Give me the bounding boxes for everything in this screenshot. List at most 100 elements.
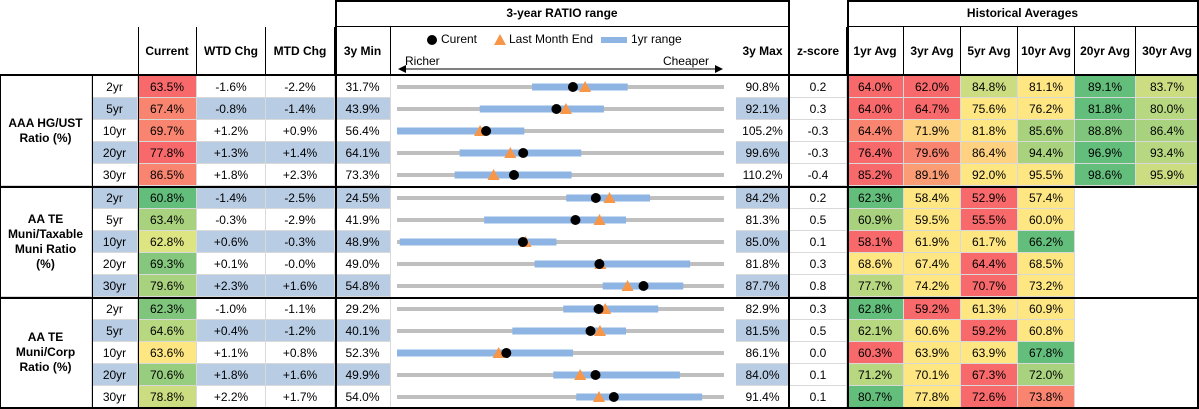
average-value: 76.4% (847, 142, 904, 164)
current-marker (585, 326, 596, 336)
average-value: 68.5% (1018, 253, 1075, 275)
min-value: 49.9% (335, 364, 391, 386)
min-value: 40.1% (335, 320, 391, 342)
max-value: 84.2% (736, 187, 790, 209)
legend-last-month-marker (494, 34, 506, 45)
z-score: 0.1 (790, 386, 847, 408)
average-value: 62.0% (904, 76, 961, 98)
min-value: 48.9% (335, 231, 391, 253)
current-value: 69.3% (138, 253, 197, 275)
average-value: 93.4% (1136, 142, 1199, 164)
column-header: WTD Chg (197, 27, 266, 75)
min-value: 41.9% (335, 209, 391, 231)
z-score: -0.4 (790, 164, 847, 186)
mtd-change: -1.4% (266, 98, 335, 120)
average-value: 64.4% (847, 120, 904, 142)
average-value: 60.3% (847, 342, 904, 364)
average-value: 76.2% (1018, 98, 1075, 120)
tenor: 20yr (92, 364, 138, 386)
border (788, 0, 790, 409)
current-marker (517, 237, 528, 247)
current-value: 86.5% (138, 164, 197, 186)
group-label: AA TE Muni/Corp Ratio (%) (0, 298, 92, 408)
tenor: 10yr (92, 120, 138, 142)
average-value: 84.8% (961, 76, 1018, 98)
last-month-marker (504, 147, 517, 158)
average-value: 67.8% (1018, 342, 1075, 364)
one-year-range (512, 327, 627, 335)
group-label: AAA HG/UST Ratio (%) (0, 76, 92, 186)
hist-title: Historical Averages (847, 0, 1199, 27)
current-value: 63.5% (138, 76, 197, 98)
column-header: 3y Min (335, 27, 391, 75)
average-value: 66.2% (1018, 231, 1075, 253)
average-value: 89.1% (1075, 76, 1136, 98)
min-value: 73.3% (335, 164, 391, 186)
average-value: 92.0% (961, 164, 1018, 186)
cheaper-label: Cheaper (663, 54, 709, 68)
wtd-change: +2.2% (197, 386, 266, 408)
current-marker (570, 215, 581, 225)
border (0, 74, 1199, 76)
column-header: 20yr Avg (1075, 27, 1136, 75)
current-marker (481, 126, 492, 136)
column-header: 10yr Avg (1018, 27, 1075, 75)
current-value: 77.8% (138, 142, 197, 164)
mtd-change: -1.2% (266, 320, 335, 342)
max-value: 87.7% (736, 275, 790, 297)
average-value: 81.8% (961, 120, 1018, 142)
min-value: 43.9% (335, 98, 391, 120)
mtd-change: -0.3% (266, 231, 335, 253)
border (0, 186, 1199, 188)
column-header: 5yr Avg (961, 27, 1018, 75)
wtd-change: +0.6% (197, 231, 266, 253)
mtd-change: +1.6% (266, 275, 335, 297)
average-value: 86.4% (1136, 120, 1199, 142)
max-value: 82.9% (736, 298, 790, 320)
current-marker (501, 348, 512, 358)
current-value: 69.7% (138, 120, 197, 142)
last-month-marker (574, 369, 587, 380)
current-value: 62.8% (138, 231, 197, 253)
current-marker (567, 82, 578, 92)
current-marker (508, 170, 519, 180)
z-score: 0.2 (790, 187, 847, 209)
last-month-marker (603, 192, 616, 203)
min-value: 29.2% (335, 298, 391, 320)
tenor: 30yr (92, 164, 138, 186)
min-value: 52.3% (335, 342, 391, 364)
current-value: 67.4% (138, 98, 197, 120)
last-month-marker (579, 81, 592, 92)
border (847, 0, 849, 409)
min-value: 24.5% (335, 187, 391, 209)
last-month-marker (592, 391, 605, 402)
max-value: 99.6% (736, 142, 790, 164)
average-value: 77.8% (904, 386, 961, 408)
current-value: 60.8% (138, 187, 197, 209)
average-value: 67.4% (904, 253, 961, 275)
one-year-range (534, 260, 691, 268)
average-value: 59.5% (904, 209, 961, 231)
average-value: 63.9% (961, 342, 1018, 364)
border (335, 26, 790, 27)
z-score: 0.8 (790, 275, 847, 297)
last-month-marker (593, 325, 606, 336)
border (1197, 0, 1199, 409)
current-value: 62.3% (138, 298, 197, 320)
mtd-change: -2.2% (266, 76, 335, 98)
average-value: 60.9% (1018, 298, 1075, 320)
average-value: 71.9% (904, 120, 961, 142)
average-value: 62.8% (847, 298, 904, 320)
last-month-marker (593, 214, 606, 225)
average-value: 81.8% (1075, 98, 1136, 120)
column-header: 3yr Avg (904, 27, 961, 75)
tenor: 10yr (92, 342, 138, 364)
wtd-change: +1.3% (197, 142, 266, 164)
tenor: 2yr (92, 76, 138, 98)
average-value: 86.4% (961, 142, 1018, 164)
mtd-change: +1.6% (266, 364, 335, 386)
average-value: 83.7% (1136, 76, 1199, 98)
mtd-change: +1.7% (266, 386, 335, 408)
wtd-change: -0.3% (197, 209, 266, 231)
